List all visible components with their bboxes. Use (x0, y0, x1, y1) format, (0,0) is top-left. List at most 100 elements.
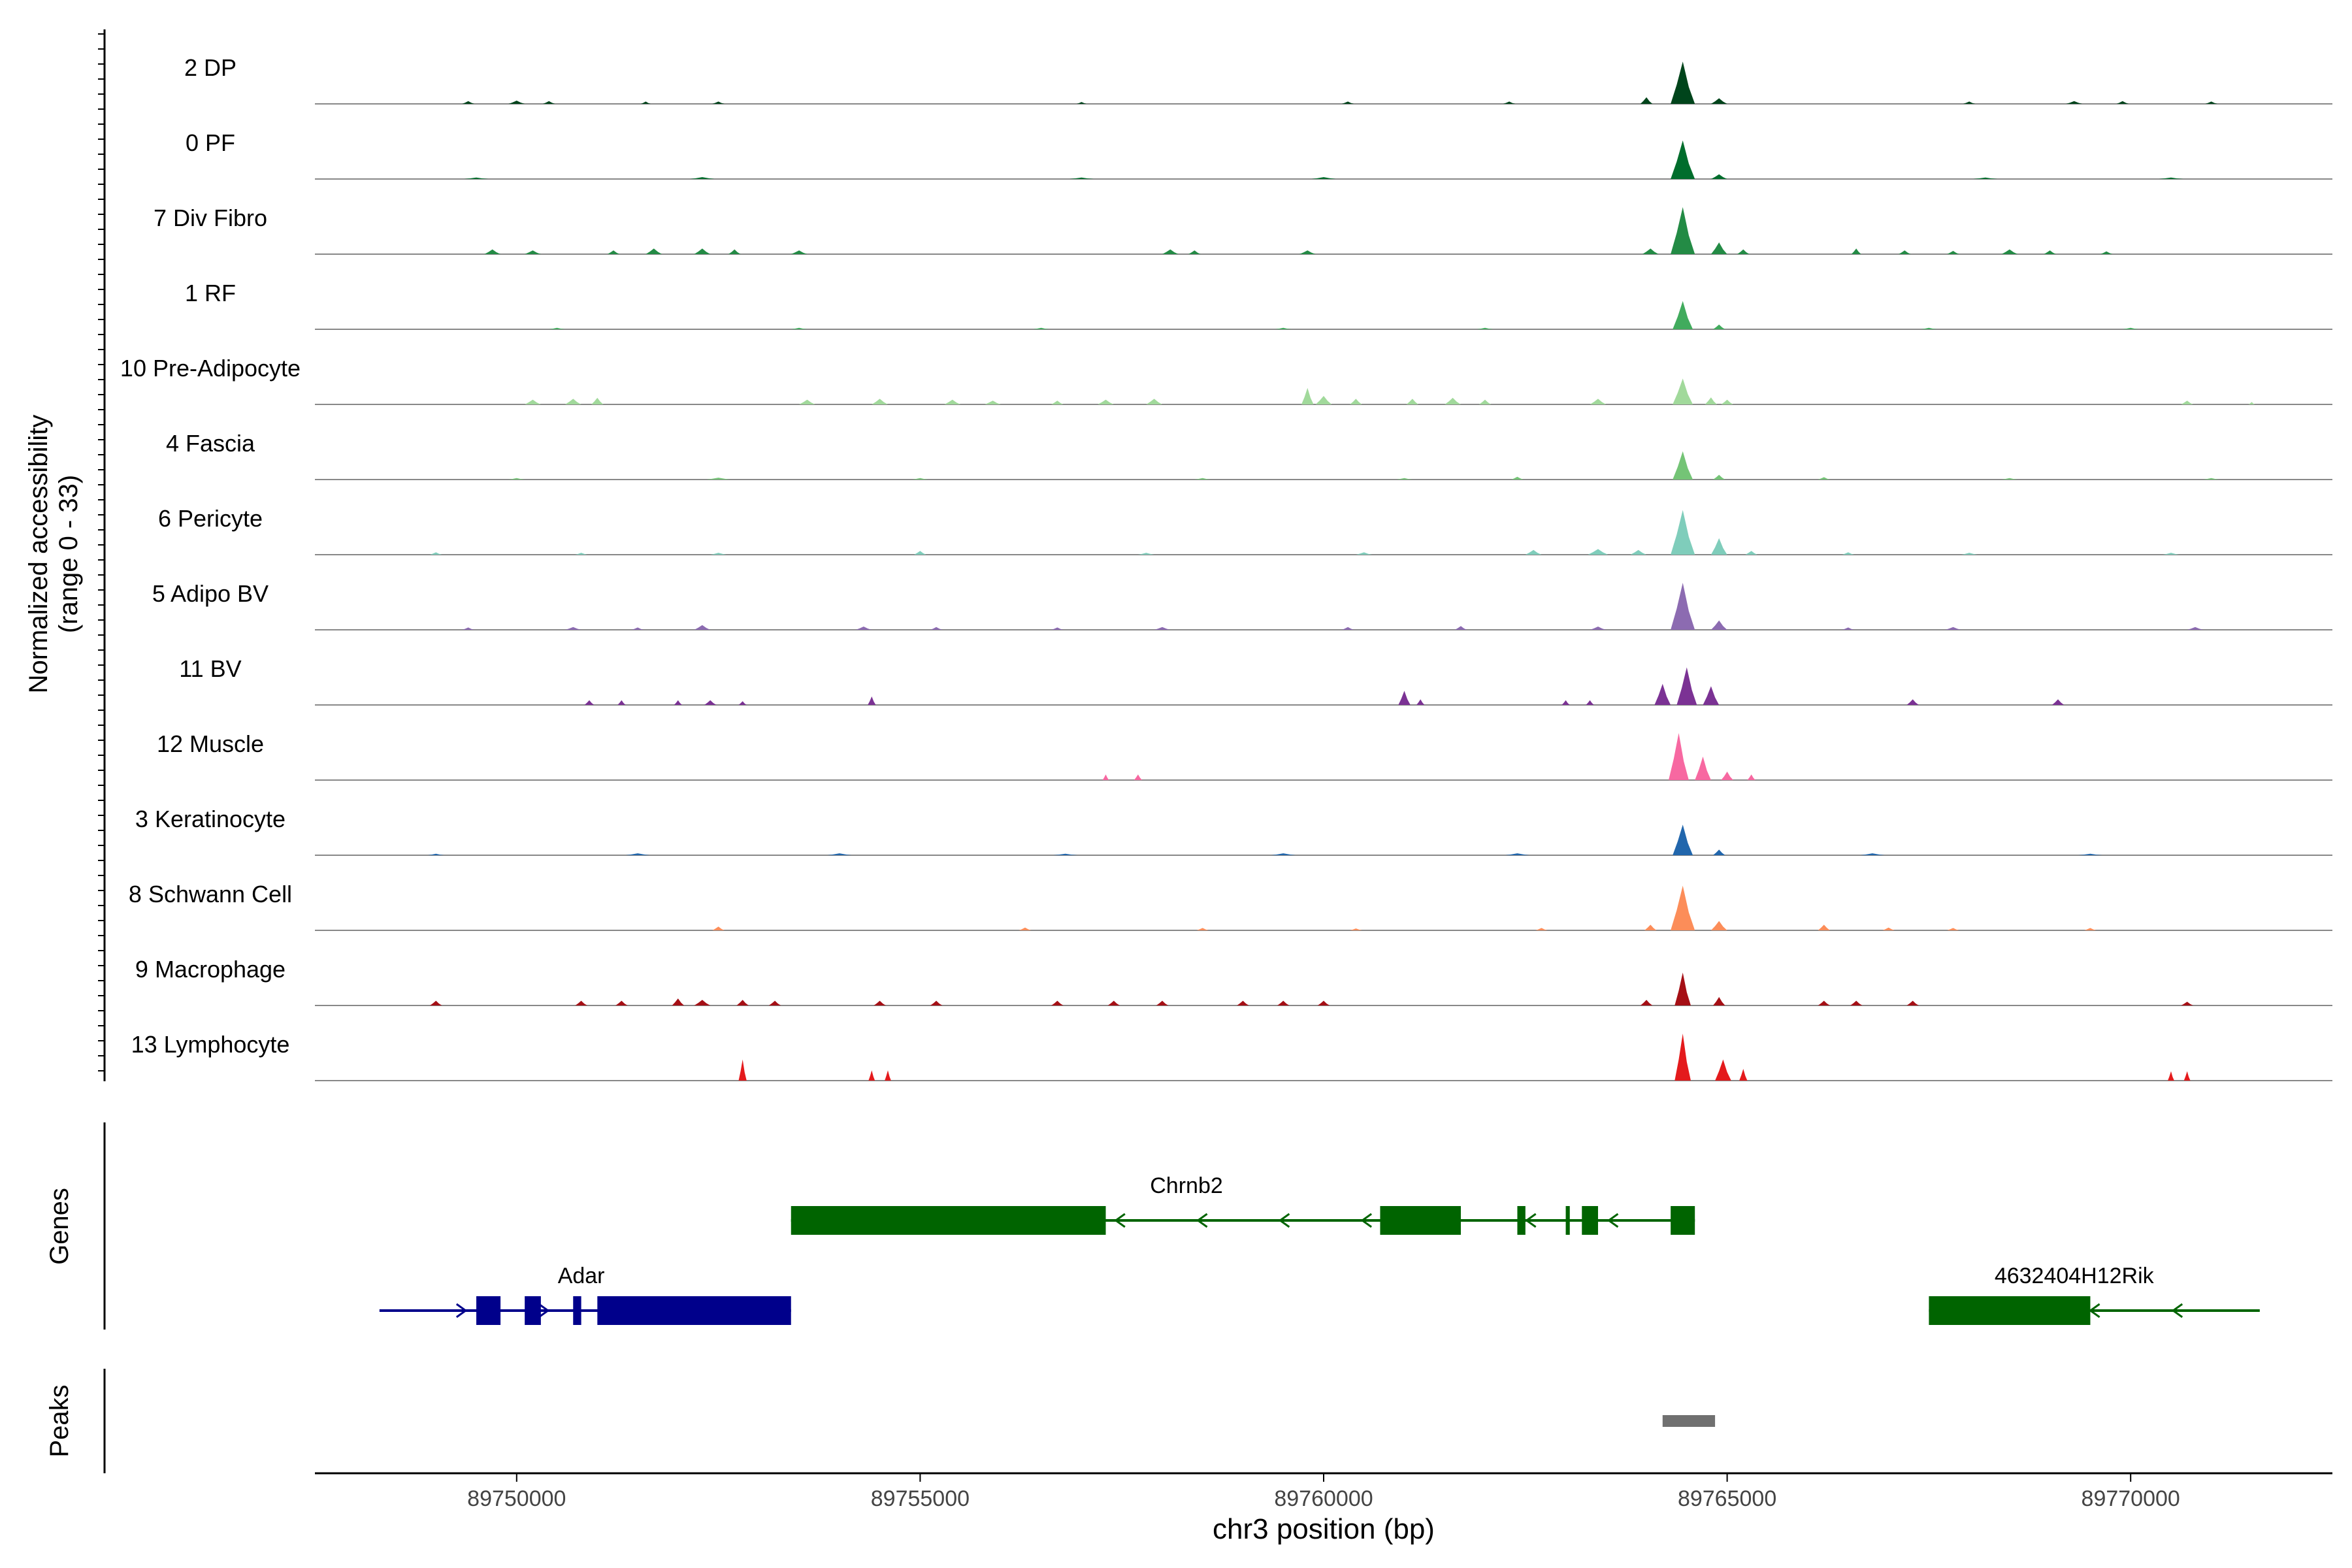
x-tick-label: 89760000 (1274, 1486, 1373, 1511)
coverage-peak (462, 101, 474, 104)
coverage-peak (1739, 1069, 1748, 1081)
coverage-peak (914, 551, 926, 555)
coverage-peak (631, 627, 644, 630)
gene-exon (1929, 1296, 2091, 1325)
coverage-peak (1630, 549, 1647, 555)
coverage-peak (1710, 538, 1727, 555)
genes-track-label: Genes (45, 1188, 74, 1265)
coverage-peak (427, 853, 444, 855)
gene-model: Chrnb2 (791, 1173, 1695, 1235)
coverage-peak (1721, 399, 1733, 404)
coverage-peak (508, 478, 525, 480)
coverage-peak (930, 627, 943, 630)
coverage-peak (2181, 400, 2193, 404)
coverage-track: 5 Adipo BV (152, 580, 2332, 630)
coverage-peak (1673, 378, 1693, 404)
coverage-track: 1 RF (185, 280, 2332, 330)
coverage-peak (1590, 399, 1607, 404)
gene-exon (791, 1206, 1106, 1235)
gene-exon (1671, 1206, 1695, 1235)
coverage-peak (712, 926, 725, 930)
coverage-peak (1713, 474, 1725, 480)
coverage-peak (1237, 1000, 1249, 1005)
coverage-peak (1188, 250, 1201, 254)
coverage-track: 8 Schwann Cell (129, 881, 2332, 931)
peaks-track-label: Peaks (45, 1384, 74, 1457)
coverage-peak (1535, 928, 1548, 930)
coverage-peak (1162, 249, 1179, 254)
x-tick-label: 89765000 (1678, 1486, 1776, 1511)
coverage-peak (430, 552, 442, 555)
coverage-peak (564, 627, 581, 630)
coverage-peak (1674, 1034, 1691, 1081)
coverage-peak (985, 400, 1001, 404)
coverage-peak (1710, 98, 1727, 104)
coverage-peak (2116, 101, 2129, 104)
coverage-peak (1454, 626, 1467, 630)
coverage-peak (694, 625, 711, 630)
coverage-peak (1477, 327, 1494, 329)
coverage-peak (1842, 552, 1855, 555)
coverage-peak (1478, 399, 1492, 404)
coverage-peak (2066, 101, 2083, 104)
coverage-peak (1107, 1000, 1120, 1005)
genes-track: Chrnb2 Adar 4632404H12Rik (379, 1173, 2260, 1325)
coverage-peak (1899, 250, 1911, 254)
y-axis-label-line2: (range 0 - 33) (54, 475, 83, 633)
coverage-peak (2001, 478, 2018, 480)
track-label: 3 Keratinocyte (135, 806, 286, 832)
coverage-peak (549, 327, 565, 329)
coverage-peak (1416, 699, 1425, 705)
peaks-track (1662, 1415, 1716, 1427)
coverage-peak (1947, 251, 1959, 254)
coverage-peak (1137, 553, 1154, 555)
coverage-peak (2044, 250, 2056, 254)
coverage-peak (584, 700, 595, 705)
x-axis-ticks: 89750000 89755000 89760000 89765000 89770000 (467, 1473, 2180, 1511)
coverage-peak (2001, 249, 2018, 254)
coverage-peak (1921, 327, 1937, 329)
coverage-peak (1710, 174, 1727, 179)
coverage-peak (791, 327, 808, 329)
strand-chevron (1278, 1213, 1290, 1228)
coverage-peak (1674, 972, 1691, 1005)
coverage-peak (2100, 251, 2113, 254)
coverage-peak (1098, 399, 1114, 404)
coverage-peak (525, 399, 541, 404)
strand-chevron (1607, 1213, 1619, 1228)
coverage-peak (1818, 924, 1831, 930)
track-label: 11 BV (179, 655, 241, 682)
coverage-peak (1654, 683, 1671, 705)
track-label: 0 PF (186, 129, 235, 156)
coverage-peak (484, 249, 501, 254)
x-tick-label: 89770000 (2082, 1486, 2180, 1511)
coverage-peak (1311, 177, 1336, 179)
coverage-peak (736, 1000, 749, 1005)
coverage-peak (1588, 549, 1609, 555)
coverage-peak (641, 101, 651, 104)
coverage-peak (1713, 324, 1725, 329)
coverage-track: 3 Keratinocyte (135, 806, 2332, 856)
strand-chevron (1525, 1213, 1537, 1228)
coverage-peak (645, 248, 662, 254)
track-label: 2 DP (184, 54, 237, 81)
track-label: 6 Pericyte (158, 505, 263, 532)
coverage-peak (672, 998, 685, 1005)
coverage-peak (1077, 102, 1086, 104)
coverage-peak (1715, 1059, 1731, 1081)
coverage-peak (791, 250, 808, 254)
coverage-peak (1445, 397, 1461, 404)
coverage-peak (2159, 177, 2183, 179)
coverage-peak (1642, 248, 1659, 254)
coverage-peak (1961, 553, 1978, 555)
coverage-y-ticks (98, 33, 105, 1071)
x-tick-label: 89750000 (467, 1486, 566, 1511)
coverage-peak (1275, 327, 1292, 329)
coverage-peak (728, 249, 741, 254)
coverage-peak (1196, 928, 1209, 930)
x-axis-label: chr3 position (bp) (1213, 1513, 1435, 1545)
coverage-peak (2122, 327, 2139, 329)
gene-model: Adar (379, 1264, 791, 1325)
track-label: 10 Pre-Adipocyte (120, 355, 301, 382)
track-label: 4 Fascia (166, 430, 255, 457)
